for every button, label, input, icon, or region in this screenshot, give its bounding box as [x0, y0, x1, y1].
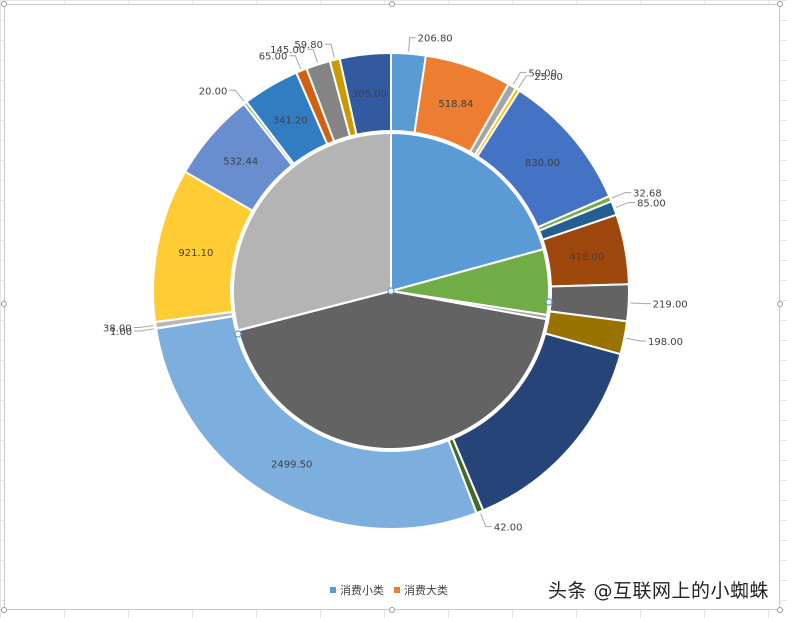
data-label-15: 921.10: [178, 248, 213, 259]
data-label-12: 2499.50: [271, 459, 312, 470]
leader-line-6: [615, 201, 636, 208]
data-label-9: 198.00: [648, 337, 683, 348]
leader-line-0: [408, 37, 416, 52]
inner-slice-3[interactable]: [236, 289, 548, 450]
leader-line-14: [133, 325, 154, 329]
data-label-7: 418.00: [569, 252, 604, 263]
data-label-5: 32.68: [633, 189, 662, 200]
inner-slice-0[interactable]: [390, 131, 545, 293]
selection-handle-2[interactable]: [234, 330, 242, 338]
outer-slice-12[interactable]: [154, 315, 478, 530]
legend-swatch-outer: [330, 587, 336, 593]
leader-line-3: [518, 75, 533, 89]
data-label-14: 38.00: [103, 324, 132, 335]
leader-line-20: [307, 48, 318, 63]
data-label-8: 219.00: [653, 300, 688, 311]
legend-swatch-inner: [394, 587, 400, 593]
leader-line-5: [612, 192, 632, 199]
inner-slice-5[interactable]: [232, 131, 392, 332]
outer-slice-22[interactable]: [338, 51, 392, 136]
selection-handle-0[interactable]: [387, 287, 395, 295]
selection-handle-1[interactable]: [545, 298, 553, 306]
resize-handle-left[interactable]: [1, 301, 7, 307]
leader-line-13: [134, 328, 155, 332]
data-label-17: 20.00: [199, 86, 228, 97]
resize-handle-top-right[interactable]: [777, 1, 783, 7]
data-label-2: 50.00: [528, 68, 557, 79]
legend-label-outer: 消费小类: [340, 584, 384, 597]
resize-handle-top-left[interactable]: [1, 1, 7, 7]
leader-line-11: [480, 513, 492, 528]
data-label-0: 206.80: [418, 34, 453, 45]
data-label-4: 830.00: [525, 158, 560, 169]
data-label-11: 42.00: [494, 523, 523, 534]
data-label-16: 532.44: [223, 157, 258, 168]
leader-line-8: [630, 302, 651, 305]
data-label-22: 305.00: [352, 89, 387, 100]
leader-line-9: [626, 337, 647, 342]
data-label-3: 25.00: [534, 72, 563, 83]
data-label-20: 145.00: [270, 45, 305, 56]
leader-line-19: [289, 55, 302, 69]
data-label-19: 65.00: [259, 52, 288, 63]
resize-handle-bottom[interactable]: [389, 607, 395, 613]
resize-handle-top[interactable]: [389, 1, 395, 7]
data-label-1: 518.84: [438, 99, 473, 110]
data-label-13: 1.00: [110, 327, 132, 338]
leader-line-17: [229, 89, 245, 102]
leader-line-21: [324, 43, 335, 58]
leader-line-2: [512, 71, 527, 85]
data-label-21: 59.80: [294, 40, 323, 51]
data-label-6: 85.00: [637, 198, 666, 209]
legend-item-outer[interactable]: 消费小类: [330, 582, 384, 598]
resize-handle-bottom-left[interactable]: [1, 607, 7, 613]
data-label-18: 341.20: [273, 115, 308, 126]
chart-legend: 消费小类 消费大类: [330, 582, 448, 598]
resize-handle-right[interactable]: [777, 301, 783, 307]
legend-item-inner[interactable]: 消费大类: [394, 582, 448, 598]
legend-label-inner: 消费大类: [404, 584, 448, 597]
resize-handle-bottom-right[interactable]: [777, 607, 783, 613]
watermark-text: 头条 @互联网上的小蜘蛛: [547, 580, 769, 602]
